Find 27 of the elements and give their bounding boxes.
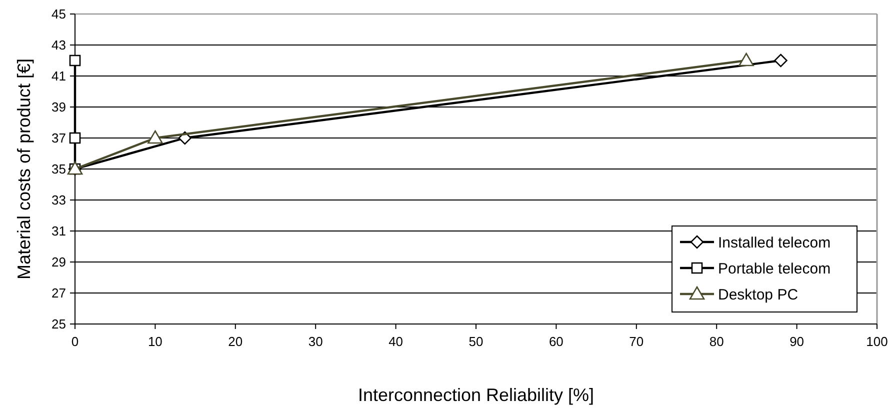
y-tick-label: 45 xyxy=(52,6,66,22)
y-tick-label: 39 xyxy=(52,100,66,115)
y-tick-label: 29 xyxy=(52,254,66,270)
y-tick-label: 31 xyxy=(52,224,66,239)
y-tick-label: 43 xyxy=(52,38,66,53)
x-tick-label: 10 xyxy=(148,334,162,349)
x-tick-label: 20 xyxy=(228,334,243,349)
y-axis-title: Material costs of product [€] xyxy=(14,58,34,280)
x-tick-label: 100 xyxy=(866,334,888,349)
x-tick-label: 30 xyxy=(308,334,323,349)
y-tick-label: 27 xyxy=(52,286,66,301)
x-tick-label: 50 xyxy=(468,334,484,349)
y-tick-label: 25 xyxy=(52,316,66,332)
x-tick-label: 70 xyxy=(629,334,644,349)
y-tick-label: 35 xyxy=(52,162,66,177)
x-tick-label: 90 xyxy=(790,334,804,349)
y-tick-label: 33 xyxy=(52,192,66,208)
x-tick-label: 40 xyxy=(388,334,404,349)
legend-label: Portable telecom xyxy=(718,260,831,278)
x-tick-label: 60 xyxy=(548,334,564,349)
x-tick-label: 0 xyxy=(71,334,79,349)
legend-label: Desktop PC xyxy=(718,286,798,304)
y-tick-label: 41 xyxy=(52,68,66,84)
y-tick-label: 37 xyxy=(52,130,66,146)
x-axis-title: Interconnection Reliability [%] xyxy=(358,385,594,405)
legend-label: Installed telecom xyxy=(718,234,831,252)
x-tick-label: 80 xyxy=(709,334,724,349)
